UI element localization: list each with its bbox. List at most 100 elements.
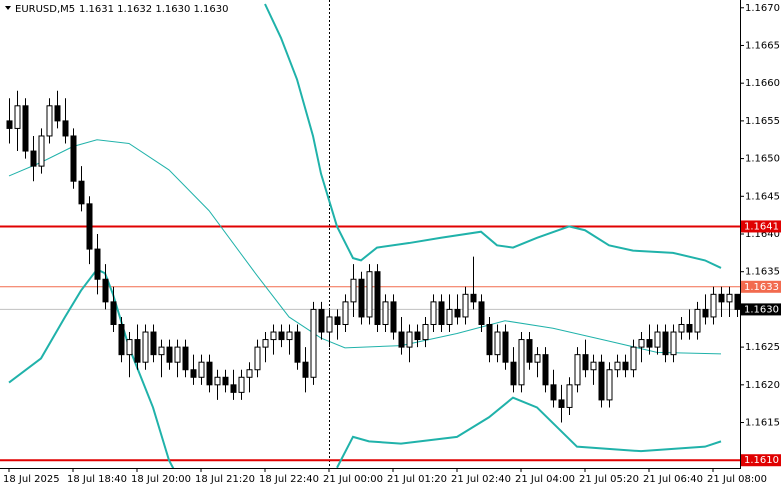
y-tick-label: 1.1660 (745, 78, 780, 89)
candle-body (686, 323, 693, 333)
x-tick-label: 21 Jul 06:40 (643, 474, 703, 485)
candle-body (142, 331, 149, 363)
candle-body (454, 308, 461, 318)
candle-body (342, 301, 349, 325)
x-tick-label: 18 Jul 22:40 (259, 474, 319, 485)
y-tick-label: 1.1645 (745, 191, 780, 202)
candle-body (502, 331, 509, 363)
candle-body (598, 361, 605, 401)
candle-body (230, 384, 237, 393)
candle-body (590, 361, 597, 371)
candle-body (198, 361, 205, 378)
candle-body (166, 346, 173, 363)
candle-body (534, 354, 541, 363)
candle-body (350, 278, 357, 303)
candle-body (310, 308, 317, 378)
candle-body (486, 323, 493, 356)
y-tick-label: 1.1640 (745, 229, 780, 240)
candle-body (126, 339, 133, 356)
candle-body (630, 346, 637, 371)
candle-body (574, 354, 581, 386)
candle-body (46, 105, 53, 137)
y-tick-label: 1.1620 (745, 380, 780, 391)
candle-body (446, 308, 453, 325)
x-tick-label: 18 Jul 21:20 (195, 474, 255, 485)
candle-body (174, 346, 181, 363)
candle-body (694, 308, 701, 333)
x-tick-label: 21 Jul 04:00 (515, 474, 575, 485)
candle-body (294, 331, 301, 363)
candle-body (414, 331, 421, 341)
candle-body (86, 203, 93, 250)
candle-body (430, 301, 437, 325)
candle-body (518, 339, 525, 386)
candle-body (662, 331, 669, 356)
menu-arrow[interactable] (5, 6, 11, 10)
candle-body (358, 278, 365, 318)
candle-body (70, 135, 77, 182)
candle-body (158, 346, 165, 356)
candle-body (718, 293, 725, 303)
level-box (741, 454, 781, 467)
candle-body (326, 316, 333, 333)
level-box (741, 220, 781, 233)
candle-body (118, 323, 125, 356)
candle-body (670, 331, 677, 356)
candle-body (30, 150, 37, 167)
candle-body (374, 271, 381, 325)
candle-body (254, 346, 261, 371)
candle-body (734, 293, 740, 310)
candle-body (366, 271, 373, 318)
candle-body (550, 384, 557, 401)
quote: 1.1631 1.1632 1.1630 1.1630 (79, 4, 229, 15)
candle-body (542, 354, 549, 386)
level-label: 1.1610 (744, 455, 779, 466)
candle-body (110, 301, 117, 325)
candle-body (262, 339, 269, 348)
candle-body (382, 301, 389, 325)
candle-body (222, 376, 229, 386)
price-label: 1.1630 (744, 304, 779, 315)
candle-body (334, 316, 341, 325)
candle-body (654, 331, 661, 348)
x-tick-label: 21 Jul 08:00 (707, 474, 767, 485)
x-tick-label: 18 Jul 20:00 (131, 474, 191, 485)
y-tick-label: 1.1615 (745, 418, 780, 429)
candle-body (94, 248, 101, 280)
candle-body (150, 331, 157, 356)
candle-body (398, 331, 405, 348)
candle-body (422, 323, 429, 341)
candle-body (462, 293, 469, 318)
candle-body (190, 369, 197, 378)
candle-body (582, 354, 589, 371)
candle-body (606, 369, 613, 401)
candle-body (286, 331, 293, 341)
candle-body (182, 346, 189, 371)
candle-body (54, 105, 61, 122)
candle-body (638, 339, 645, 348)
band-line (8, 139, 722, 355)
candle-body (14, 105, 21, 129)
candle-body (22, 105, 29, 152)
candle-body (214, 376, 221, 386)
candle-body (438, 301, 445, 325)
level-box (741, 280, 781, 293)
x-tick-label: 18 Jul 18:40 (67, 474, 127, 485)
y-tick-label: 1.1625 (745, 342, 780, 353)
y-tick-label: 1.1635 (745, 267, 780, 278)
candle-body (206, 361, 213, 386)
candle-body (678, 323, 685, 333)
x-tick-label: 21 Jul 02:40 (451, 474, 511, 485)
x-tick-label: 21 Jul 01:20 (387, 474, 447, 485)
candle-body (62, 120, 69, 137)
candle-body (526, 339, 533, 363)
candle-body (390, 301, 397, 333)
symbol-title: EURUSD,M5 (15, 4, 75, 15)
price-box (741, 303, 781, 316)
level-label: 1.1641 (744, 221, 779, 232)
candle-body (302, 361, 309, 378)
candle-body (702, 308, 709, 318)
candle-body (622, 361, 629, 371)
y-tick-label: 1.1650 (745, 154, 780, 165)
candle-body (614, 361, 621, 371)
